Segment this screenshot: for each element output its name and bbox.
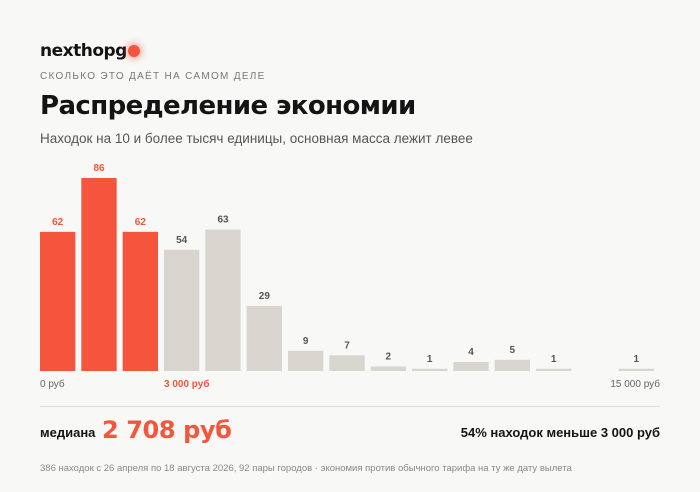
footnote: 386 находок с 26 апреля по 18 августа 20… — [40, 463, 572, 474]
bar-value-label: 1 — [427, 354, 433, 365]
bar-value-label: 4 — [468, 347, 474, 358]
bar-value-label: 1 — [551, 354, 557, 365]
bar — [122, 231, 158, 371]
bar-value-label: 54 — [176, 235, 188, 246]
brand-name: nexthopg — [40, 41, 127, 61]
bar-value-label: 62 — [135, 217, 147, 228]
brand-logo: nexthopg — [40, 41, 140, 61]
x-tick-label: 3 000 руб — [164, 378, 210, 390]
bar-value-label: 63 — [217, 215, 229, 226]
bar — [494, 359, 530, 371]
x-tick-label: 0 руб — [40, 378, 65, 390]
bar — [453, 362, 489, 371]
page-title: Распределение экономии — [40, 91, 416, 121]
bar-value-label: 9 — [303, 336, 309, 347]
histogram-chart: 62 86 62 54 63 29 9 7 2 1 4 5 1 1 0 руб 3 000 руб 15 000… — [40, 163, 660, 390]
divider — [40, 406, 660, 407]
page-subtitle: Находок на 10 и более тысяч единицы, осн… — [40, 131, 473, 146]
share-below-3000: 54% находок меньше 3 000 руб — [460, 425, 660, 440]
bar — [288, 350, 324, 371]
median-label: медиана — [40, 425, 96, 440]
bar — [329, 355, 365, 371]
median-value: 2 708 руб — [102, 416, 232, 444]
bar — [536, 368, 572, 371]
bar-value-label: 5 — [510, 345, 516, 356]
bar — [164, 249, 200, 371]
bar — [370, 366, 406, 371]
kicker: СКОЛЬКО ЭТО ДАЁТ НА САМОМ ДЕЛЕ — [40, 71, 266, 82]
bar — [412, 368, 448, 371]
bar-value-label: 1 — [634, 354, 640, 365]
bar — [205, 229, 241, 371]
bar-value-label: 29 — [259, 291, 271, 302]
bar — [40, 231, 76, 371]
bar-value-label: 7 — [344, 340, 350, 351]
brand-dot-icon — [127, 45, 140, 57]
bar-value-label: 62 — [52, 217, 64, 228]
bar-value-label: 2 — [386, 352, 392, 363]
bar-value-label: 86 — [93, 163, 105, 174]
bar — [618, 368, 654, 371]
bar — [246, 305, 282, 371]
bar — [81, 178, 117, 371]
x-tick-label: 15 000 руб — [610, 378, 660, 390]
